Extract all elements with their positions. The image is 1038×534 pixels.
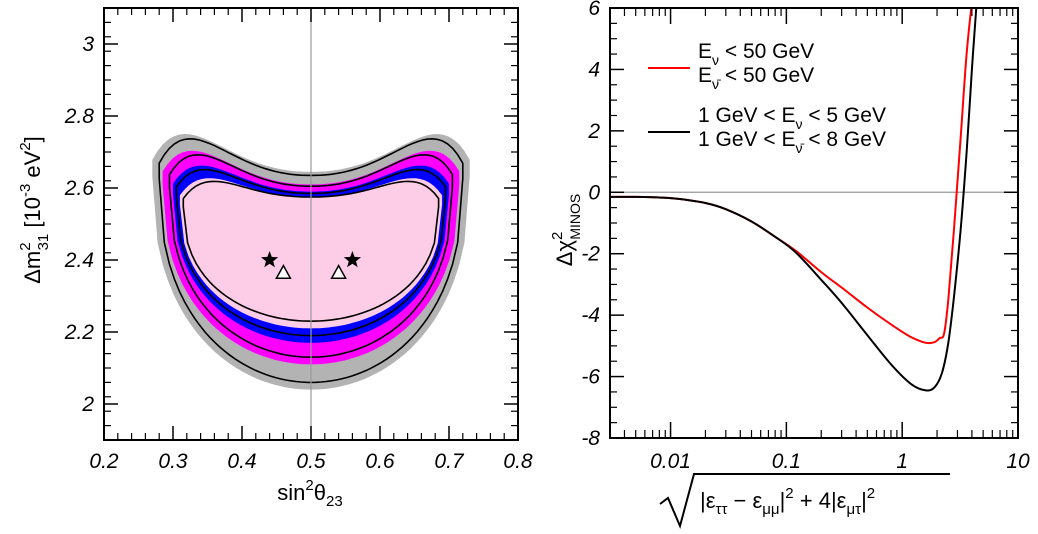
triangle-marker-4	[330, 264, 347, 279]
y-tick-label: 2.6	[64, 177, 95, 200]
y-axis-title-right: Δχ2MINOS	[549, 194, 583, 266]
x-tick-label: 0.2	[89, 450, 119, 473]
y2-tick-label: -6	[581, 366, 600, 389]
y-tick-label: 2.8	[64, 105, 95, 128]
best-fit-star-1	[261, 251, 279, 268]
y2-tick-label: 0	[588, 181, 600, 204]
series-lines	[610, 8, 978, 392]
y-title-units-end: ]	[20, 136, 45, 142]
right-tick-labels: 0.01 0.1 1 10 -8 -6 -4 -2 0 2 4 6	[581, 0, 1030, 473]
y2-tick-label: 2	[587, 120, 600, 143]
y2-tick-label: 4	[588, 58, 600, 81]
y2-tick-label: -8	[581, 427, 600, 450]
legend-red-line2: Eν̄ < 50 GeV	[698, 64, 814, 92]
best-fit-markers	[261, 251, 361, 279]
right-axis-ticks	[609, 7, 1019, 439]
y2-title-sub: MINOS	[567, 194, 583, 240]
y2-tick-label: -4	[581, 304, 600, 327]
y2-tick-label: 6	[588, 0, 600, 20]
y2-title-main: Δχ	[552, 240, 577, 267]
legend-black-line2: 1 GeV < Eν̄ < 8 GeV	[698, 128, 886, 156]
legend-black-line1: 1 GeV < Eν < 5 GeV	[698, 104, 886, 132]
contour-line-1	[158, 137, 464, 384]
x-title-main: sin	[277, 480, 305, 505]
y2-tick-label: -2	[581, 243, 600, 266]
y-tick-label: 2.2	[64, 321, 95, 344]
y2-title-sup: 2	[549, 232, 566, 240]
x-tick-label: 0.5	[296, 450, 326, 473]
x-axis-title-left: sin2θ23	[277, 477, 342, 510]
left-tick-labels: 0.2 0.3 0.4 0.5 0.6 0.7 0.8 2 2.2 2.4 2.6 2.8 3	[64, 33, 533, 473]
left-plot-frame	[103, 7, 519, 441]
legend: Eν < 50 GeV Eν̄ < 50 GeV 1 GeV < Eν < 5 …	[648, 40, 886, 156]
right-panel-delta-chi2: 0.01 0.1 1 10 -8 -6 -4 -2 0 2 4 6 Eν < 50 GeV Eν̄ <…	[549, 0, 1030, 530]
y-title-sup: 2	[17, 242, 34, 250]
sqrt-radical	[659, 473, 950, 530]
contour-line-4	[182, 180, 440, 323]
x-title-greek: θ	[314, 480, 326, 505]
y-title-units: [10	[20, 197, 45, 234]
x2-tick-label: 0.1	[772, 450, 801, 473]
series-line-black	[610, 8, 978, 392]
x-tick-label: 0.6	[365, 450, 395, 473]
y-tick-label: 2.4	[64, 249, 94, 272]
contour-line-3	[175, 168, 447, 337]
x-axis-title-right: |εττ − εμμ|2 + 4|εμτ|2	[659, 473, 950, 530]
contour-line-2	[168, 153, 454, 359]
y-tick-label: 3	[82, 33, 94, 56]
x-title-sup: 2	[305, 477, 313, 494]
x2-tick-label: 1	[896, 450, 908, 473]
y-axis-title-left: Δm231 [10-3 eV2]	[17, 136, 52, 284]
x-title-sub: 23	[326, 493, 343, 510]
x-tick-label: 0.3	[158, 450, 188, 473]
y-title-sub: 31	[35, 234, 52, 251]
y-tick-label: 2	[81, 393, 94, 416]
x-tick-label: 0.8	[503, 450, 533, 473]
x2-title-expression: |εττ − εμμ|2 + 4|εμτ|2	[700, 485, 875, 518]
contour-lines	[158, 137, 464, 384]
y-title-main: Δm	[20, 251, 45, 284]
right-plot-frame	[609, 7, 1019, 439]
y-title-units-sup: -3	[17, 184, 34, 197]
left-axis-ticks	[103, 7, 519, 441]
best-fit-star-2	[343, 251, 361, 268]
x-tick-label: 0.7	[434, 450, 465, 473]
left-panel-sin2theta-vs-dm2: 0.2 0.3 0.4 0.5 0.6 0.7 0.822.22.42.62.83 sin2…	[17, 7, 533, 510]
x2-tick-label: 0.01	[650, 450, 691, 473]
y-title-units-mid: eV	[20, 150, 45, 183]
x-tick-label: 0.4	[227, 450, 256, 473]
triangle-marker-3	[275, 264, 292, 279]
legend-red-line1: Eν < 50 GeV	[698, 40, 814, 68]
x2-tick-label: 10	[1006, 450, 1030, 473]
y-title-units-sup2: 2	[17, 142, 34, 150]
